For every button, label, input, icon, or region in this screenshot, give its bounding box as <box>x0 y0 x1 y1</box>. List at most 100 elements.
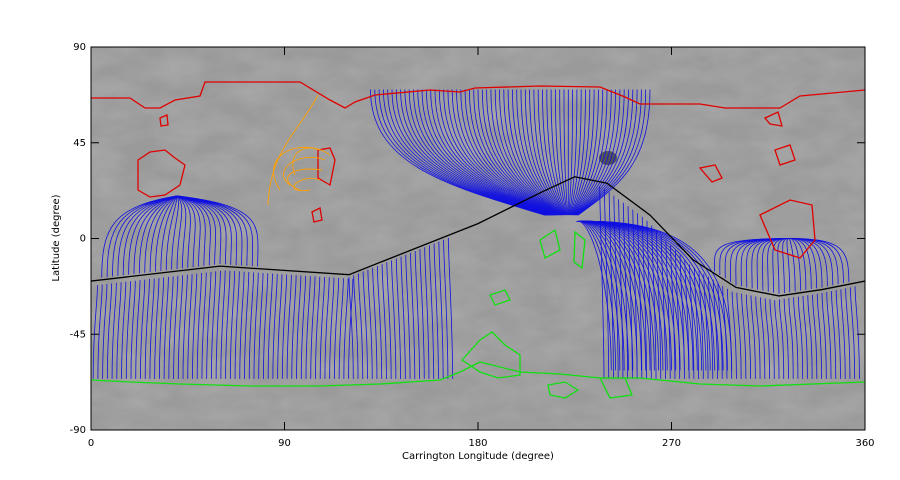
field-line <box>133 195 178 274</box>
field-line <box>395 258 401 379</box>
green-contours <box>91 228 865 399</box>
field-line <box>111 282 117 379</box>
field-line <box>176 195 217 265</box>
field-line <box>176 195 232 265</box>
field-line <box>490 89 560 216</box>
field-line <box>563 89 569 216</box>
field-line <box>576 221 642 371</box>
field-line <box>456 89 556 216</box>
field-line <box>171 195 179 270</box>
field-line <box>173 275 179 379</box>
field-line <box>550 89 567 216</box>
field-line <box>215 270 221 379</box>
y-tick-label: 90 <box>73 42 86 53</box>
field-line <box>604 188 610 379</box>
field-line <box>533 89 565 216</box>
field-line <box>486 89 559 216</box>
field-line <box>627 206 633 379</box>
field-line <box>438 89 553 216</box>
field-line <box>572 89 604 216</box>
field-line <box>410 252 416 379</box>
field-line <box>507 89 562 216</box>
field-line <box>177 275 183 379</box>
field-line <box>777 238 790 294</box>
field-line <box>102 283 108 379</box>
field-line <box>149 195 178 273</box>
contour <box>91 81 865 109</box>
field-line <box>155 195 178 272</box>
contour <box>763 111 783 127</box>
field-line <box>408 89 550 216</box>
field-line <box>338 278 344 379</box>
field-line <box>358 273 364 379</box>
field-line <box>524 89 564 216</box>
field-line <box>419 249 425 379</box>
field-line <box>665 240 671 379</box>
field-line <box>443 89 554 216</box>
field-line <box>571 89 599 216</box>
contour <box>573 230 586 270</box>
field-line <box>516 89 563 216</box>
field-line <box>576 221 659 371</box>
field-line <box>386 262 392 379</box>
field-line <box>774 300 780 379</box>
field-line <box>520 89 563 216</box>
field-line <box>764 298 770 379</box>
field-line <box>576 221 655 371</box>
field-line <box>160 195 178 271</box>
field-line <box>845 288 851 379</box>
field-line <box>291 275 297 379</box>
field-line <box>576 89 642 216</box>
field-line <box>546 89 567 216</box>
field-line <box>362 271 368 379</box>
field-line <box>176 195 191 268</box>
field-line <box>168 276 174 379</box>
field-line <box>121 281 127 379</box>
x-axis-label: Carrington Longitude (degree) <box>402 451 554 462</box>
field-line <box>353 275 359 379</box>
field-line <box>434 89 553 216</box>
magnetogram-texture <box>91 47 865 430</box>
field-line <box>300 275 306 379</box>
field-line <box>430 89 552 216</box>
field-line <box>779 299 785 379</box>
field-line <box>135 280 141 379</box>
field-line <box>750 295 756 379</box>
field-line <box>391 260 397 379</box>
field-line <box>248 272 254 379</box>
field-line <box>381 264 387 379</box>
field-line <box>253 272 259 379</box>
field-line <box>424 247 430 379</box>
field-line <box>310 276 316 379</box>
field-line <box>731 291 737 379</box>
field-line <box>569 89 586 216</box>
field-line <box>176 195 206 266</box>
field-line <box>760 297 766 379</box>
field-line <box>211 271 217 379</box>
field-line <box>187 274 193 379</box>
field-line <box>571 89 595 216</box>
field-line <box>576 221 638 371</box>
field-line <box>176 195 259 267</box>
field-line <box>391 89 548 216</box>
field-line <box>400 256 406 379</box>
field-line <box>542 89 566 216</box>
field-line <box>849 287 856 379</box>
field-line <box>575 89 634 216</box>
field-line <box>469 89 557 216</box>
neutral-line <box>91 176 865 297</box>
field-line <box>417 89 551 216</box>
field-line <box>447 89 555 216</box>
field-line <box>782 238 790 294</box>
y-tick-label: -90 <box>70 425 86 436</box>
field-line <box>816 293 822 379</box>
field-line <box>106 195 178 278</box>
field-line <box>812 294 818 379</box>
field-line <box>512 89 562 216</box>
plot-area <box>91 47 865 430</box>
y-tick-label: 45 <box>73 138 86 149</box>
field-line <box>286 274 292 379</box>
field-line <box>433 243 439 379</box>
field-line <box>576 221 612 371</box>
